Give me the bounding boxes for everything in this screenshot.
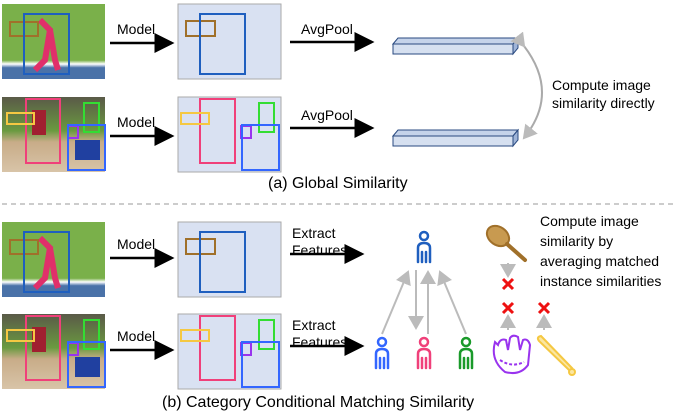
baseball-photo-b: [2, 314, 106, 389]
match-arrows: [381, 263, 552, 335]
extract-label-line2: Features: [292, 334, 348, 350]
person-icon-green: [458, 336, 474, 370]
caption-b: (b) Category Conditional Matching Simila…: [162, 394, 475, 411]
feature-vector-1: [391, 36, 520, 56]
feature-map-2b: [177, 313, 282, 390]
matching-note-line4: instance similarities: [540, 273, 662, 289]
extract-label-line2: Features: [292, 242, 348, 258]
global-note-line1: Compute image: [552, 77, 651, 93]
similarity-double-arrow: [510, 31, 543, 140]
baseball-bat-icon: [536, 334, 576, 376]
mismatch-x-icons: [501, 277, 551, 315]
matching-note-line3: averaging matched: [540, 253, 660, 269]
matching-note-line1: Compute image: [540, 213, 639, 229]
model-label: Model: [117, 328, 156, 344]
person-icon-pink: [416, 336, 432, 370]
global-note-line2: similarity directly: [552, 95, 655, 111]
feature-map-1b: [177, 221, 282, 298]
tennis-photo-b: [2, 222, 105, 297]
extract-label-line1: Extract: [292, 225, 336, 241]
baseball-photo-a: [2, 97, 106, 172]
feature-vector-2: [391, 128, 520, 148]
feature-map-1a: [177, 3, 282, 80]
caption-a: (a) Global Similarity: [268, 175, 408, 192]
person-icon-blue: [374, 336, 390, 370]
person-icon-blue-top: [416, 230, 432, 264]
model-label: Model: [117, 114, 156, 130]
extract-label-line1: Extract: [292, 317, 336, 333]
model-label: Model: [117, 236, 156, 252]
tennis-photo-a: [2, 4, 105, 79]
feature-map-2a: [177, 96, 282, 173]
avgpool-label: AvgPool: [301, 21, 353, 37]
avgpool-label: AvgPool: [301, 107, 353, 123]
tennis-racket-icon: [485, 224, 527, 262]
matching-note-line2: similarity by: [540, 233, 614, 249]
model-label: Model: [117, 21, 156, 37]
baseball-glove-icon: [492, 334, 532, 375]
